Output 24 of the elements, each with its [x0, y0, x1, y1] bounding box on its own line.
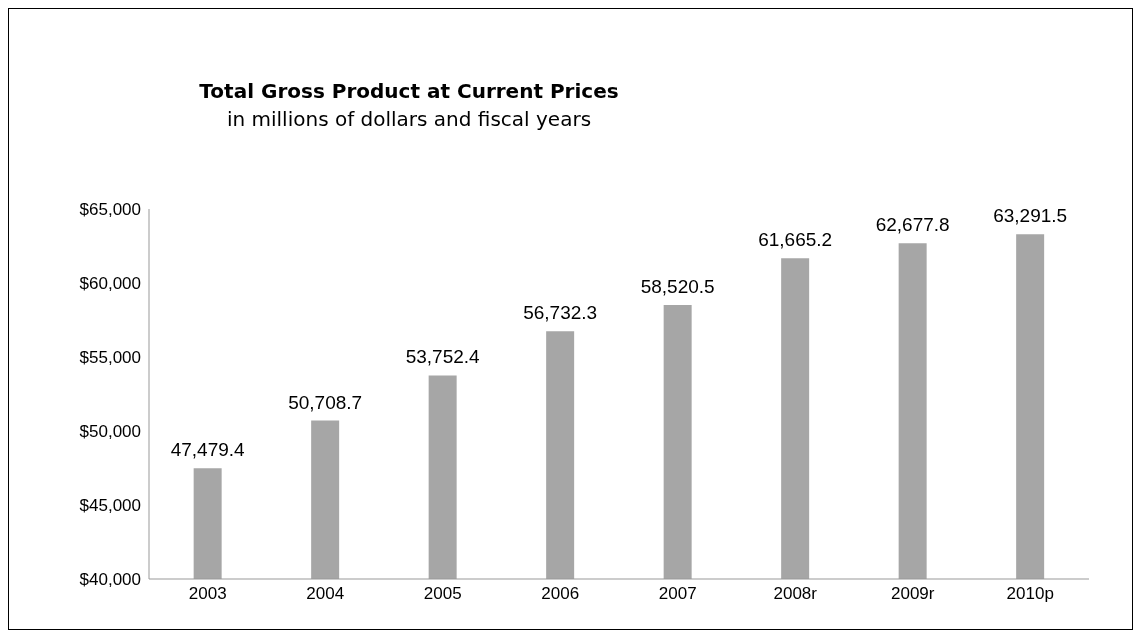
y-tick-label: $55,000: [79, 348, 141, 368]
data-label: 47,479.4: [170, 439, 246, 461]
data-label: 61,665.2: [758, 229, 833, 251]
x-tick-label: 2006: [541, 584, 580, 604]
data-label: 50,708.7: [288, 391, 363, 413]
y-tick-label: $45,000: [79, 496, 141, 516]
x-tick-label: 2003: [188, 584, 227, 604]
y-tick-label: $60,000: [79, 274, 141, 294]
data-label: 56,732.3: [523, 302, 598, 324]
chart-subtitle: in millions of dollars and fiscal years: [225, 107, 593, 131]
y-tick-label: $40,000: [79, 570, 141, 590]
x-tick-label: 2004: [306, 584, 345, 604]
x-tick-label: 2009r: [891, 584, 935, 604]
data-label: 53,752.4: [405, 346, 481, 368]
data-label: 62,677.8: [875, 214, 950, 236]
data-label: 58,520.5: [640, 275, 715, 297]
y-tick-label: $65,000: [79, 200, 141, 220]
x-tick-label: 2008r: [773, 584, 818, 604]
x-tick-label: 2010p: [1006, 584, 1054, 604]
chart-title: Total Gross Product at Current Prices: [198, 79, 620, 103]
data-label: 63,291.5: [993, 205, 1068, 227]
x-tick-label: 2007: [658, 584, 697, 604]
x-tick-label: 2005: [423, 584, 462, 604]
y-tick-label: $50,000: [79, 422, 141, 442]
